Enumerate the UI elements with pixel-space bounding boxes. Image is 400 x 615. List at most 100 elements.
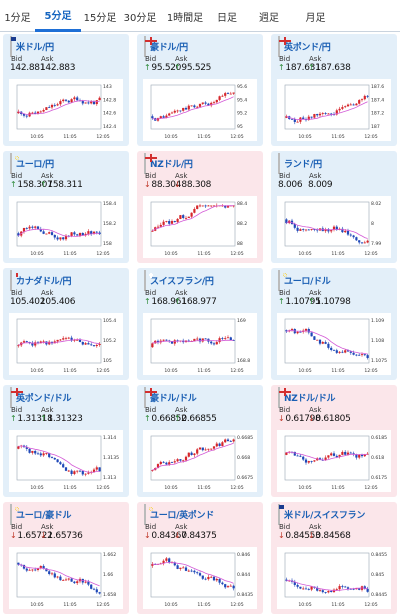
candle-body	[226, 93, 230, 94]
y-tick-label: 158.4	[103, 201, 116, 207]
bid-price: ↓1.65722	[10, 531, 53, 541]
candle-body	[53, 573, 56, 578]
candle-body	[87, 343, 90, 345]
candle-svg: 143 142.8 142.6 142.4 10:05 11:05 12:05	[16, 84, 116, 140]
candle-body	[31, 342, 34, 346]
candle-body	[73, 471, 76, 475]
candle-body	[285, 579, 288, 581]
rate-card[interactable]: NZドル/ドル Bid Ask ↓0.61798 ↓0.61805 0.6185 0.618…	[271, 385, 397, 497]
rate-card[interactable]: ユーロ/英ポンド Bid Ask ↓0.84367 ↓0.84375 0.846 0.844…	[137, 502, 263, 614]
candle-body	[299, 586, 302, 589]
rate-card[interactable]: ユーロ/豪ドル Bid Ask ↓1.65722 ↓1.65736 1.662 1.66 1.…	[3, 502, 129, 614]
rate-card[interactable]: スイスフラン/円 Bid Ask ↑168.961 ↑168.977 169 168.8 10…	[137, 268, 263, 380]
candle-body	[352, 453, 355, 455]
x-tick-label: 11:05	[331, 251, 344, 257]
rate-card[interactable]: ユーロ/円 Bid Ask ↑158.307 ↑158.311 158.4 158.2 158…	[3, 151, 129, 263]
pair-link[interactable]: ランド/円	[284, 159, 322, 170]
chart-frame	[284, 552, 370, 598]
bid-value: 187.631	[285, 63, 321, 73]
mini-candle-chart[interactable]: 0.846 0.844 0.8435 10:05 11:05 12:05	[143, 547, 257, 609]
pair-link[interactable]: 豪ドル/ドル	[150, 393, 197, 404]
mini-candle-chart[interactable]: 0.6185 0.618 0.6175 10:05 11:05 12:05	[277, 430, 391, 492]
mini-candle-chart[interactable]: 105.4 105.2 105 10:05 11:05 12:05	[9, 313, 123, 375]
flag-icon	[10, 269, 18, 291]
mini-candle-chart[interactable]: 1.662 1.66 1.658 10:05 11:05 12:05	[9, 547, 123, 609]
pair-link[interactable]: ユーロ/豪ドル	[16, 510, 72, 521]
pair-link[interactable]: 米ドル/円	[16, 42, 54, 53]
tab-8[interactable]: 月足	[305, 12, 326, 24]
pair-link[interactable]: NZドル/ドル	[284, 393, 336, 404]
rate-card[interactable]: 豪ドル/円 Bid Ask ↑95.520 ↑95.525 95.6 95.4 95.2 95 1…	[137, 34, 263, 146]
mini-candle-chart[interactable]: 88.4 88.2 88 10:05 11:05 12:05	[143, 196, 257, 258]
candle-body	[349, 351, 352, 353]
rate-card[interactable]: 英ポンド/ドル Bid Ask ↑1.31318 ↑1.31323 1.314 1.3135…	[3, 385, 129, 497]
mini-candle-chart[interactable]: 1.314 1.3135 1.313 10:05 11:05 12:05	[9, 430, 123, 492]
ask-value: 8.009	[308, 180, 333, 190]
candle-body	[182, 215, 185, 218]
mini-candle-chart[interactable]: 0.8455 0.845 0.8445 10:05 11:05 12:05	[277, 547, 391, 609]
candle-body	[310, 229, 313, 230]
tab-2[interactable]: 5分足	[35, 0, 81, 32]
pair-link[interactable]: ユーロ/英ポンド	[150, 510, 214, 521]
candle-body	[53, 341, 56, 344]
pair-link[interactable]: NZドル/円	[150, 159, 193, 170]
tab-1[interactable]: 1分足	[4, 12, 31, 24]
x-tick-label: 10:05	[30, 251, 43, 257]
tab-4[interactable]: 30分足	[123, 12, 157, 24]
mini-candle-chart[interactable]: 143 142.8 142.6 142.4 10:05 11:05 12:05	[9, 79, 123, 141]
pair-link[interactable]: ユーロ/ドル	[284, 276, 331, 287]
candle-body	[341, 351, 344, 353]
candle-body	[296, 331, 299, 334]
candle-body	[285, 116, 288, 118]
candle-body	[70, 470, 73, 475]
tab-7[interactable]: 週足	[259, 12, 279, 24]
candle-body	[352, 104, 355, 106]
candle-body	[229, 441, 232, 442]
rate-card[interactable]: カナダドル/円 Bid Ask 105.402 105.406 105.4 105.2 105…	[3, 268, 129, 380]
x-tick-label: 12:05	[96, 251, 109, 257]
candle-body	[76, 470, 79, 472]
candle-body	[232, 585, 235, 589]
x-tick-label: 10:05	[298, 602, 311, 608]
mini-candle-chart[interactable]: 8.02 8 7.99 10:05 11:05 12:05	[277, 196, 391, 258]
candle-body	[221, 442, 224, 446]
pair-link[interactable]: 豪ドル/円	[150, 42, 188, 53]
mini-candle-chart[interactable]: 95.6 95.4 95.2 95 10:05 11:05 12:05	[143, 79, 257, 141]
pair-link[interactable]: 英ポンド/円	[284, 42, 331, 53]
pair-link[interactable]: カナダドル/円	[16, 276, 72, 287]
rate-card[interactable]: 豪ドル/ドル Bid Ask ↑0.66852 ↑0.66855 0.6685 0.668 0…	[137, 385, 263, 497]
tab-6[interactable]: 日足	[217, 12, 237, 24]
rate-card[interactable]: NZドル/円 Bid Ask ↓88.304 ↓88.308 88.4 88.2 88 10:0…	[137, 151, 263, 263]
rate-card[interactable]: 米ドル/円 Bid Ask 142.881 142.883 143 142.8 142.6 14…	[3, 34, 129, 146]
rate-card[interactable]: ランド/円 Bid Ask 8.006 8.009 8.02 8 7.99 10:05 11:05…	[271, 151, 397, 263]
mini-candle-chart[interactable]: 169 168.8 10:05 11:05 12:05	[143, 313, 257, 375]
rate-card[interactable]: 英ポンド/円 Bid Ask ↑187.631 ↑187.638 187.6 187.4 18…	[271, 34, 397, 146]
candle-body	[187, 105, 190, 110]
pair-link[interactable]: 米ドル/スイスフラン	[284, 510, 366, 521]
tab-5[interactable]: 1時間足	[166, 12, 204, 24]
candle-body	[321, 342, 324, 344]
pair-link[interactable]: ユーロ/円	[16, 159, 54, 170]
candle-body	[184, 456, 188, 461]
mini-candle-chart[interactable]: 158.4 158.2 158 10:05 11:05 12:05	[9, 196, 123, 258]
y-tick-label: 105.2	[103, 338, 116, 344]
y-tick-label: 0.6175	[371, 475, 387, 481]
x-tick-label: 12:05	[364, 368, 377, 374]
mini-candle-chart[interactable]: 1.109 1.108 1.1075 10:05 11:05 12:05	[277, 313, 391, 375]
pair-link[interactable]: スイスフラン/円	[150, 276, 214, 287]
candle-body	[335, 226, 338, 230]
tab-3[interactable]: 15分足	[83, 12, 117, 24]
moving-average-line	[286, 221, 368, 239]
pair-link[interactable]: 英ポンド/ドル	[16, 393, 72, 404]
rate-card[interactable]: ユーロ/ドル Bid Ask ↑1.10795 ↑1.10798 1.109 1.108 1.…	[271, 268, 397, 380]
mini-candle-chart[interactable]: 187.6 187.4 187.2 187 10:05 11:05 12:05	[277, 79, 391, 141]
candle-body	[67, 578, 70, 580]
candle-body	[45, 107, 48, 110]
rate-card[interactable]: 米ドル/スイスフラン Bid Ask ↓0.84553 ↓0.84568 0.8455 0.…	[271, 502, 397, 614]
ask-value: 95.525	[181, 63, 212, 73]
candle-body	[56, 576, 59, 578]
mini-candle-chart[interactable]: 0.6685 0.668 0.6675 10:05 11:05 12:05	[143, 430, 257, 492]
bid-label: Bid	[145, 289, 157, 297]
candle-body	[159, 224, 162, 227]
candle-body	[176, 218, 179, 223]
